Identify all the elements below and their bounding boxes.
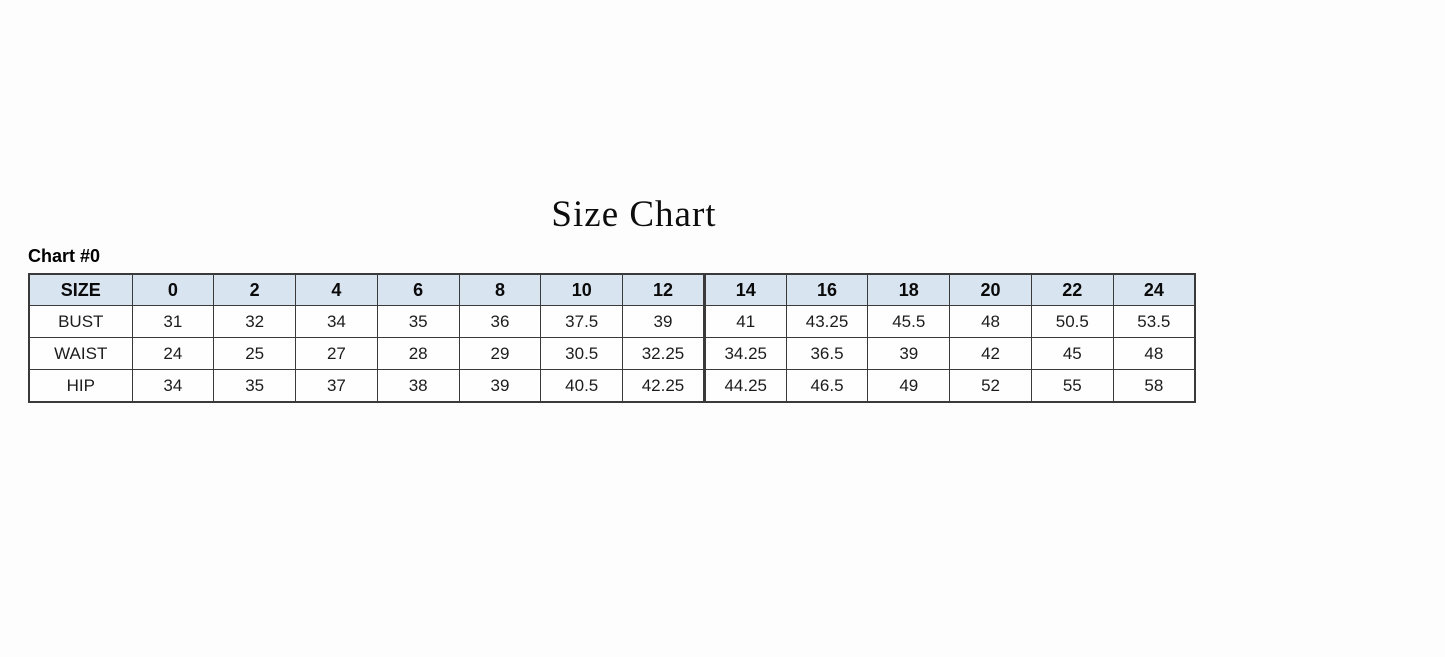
column-header-2: 2: [213, 273, 297, 306]
column-header-24: 24: [1112, 273, 1196, 306]
cell-waist-size-20: 42: [949, 337, 1032, 370]
cell-hip-size-18: 49: [867, 369, 951, 403]
row-label-bust: BUST: [28, 305, 133, 338]
column-header-10: 10: [540, 273, 624, 306]
cell-bust-size-18: 45.5: [867, 305, 951, 338]
cell-waist-size-12: 32.25: [622, 337, 705, 370]
column-header-14: 14: [702, 273, 787, 306]
cell-hip-size-8: 39: [458, 369, 542, 403]
table-header: SIZE 0 2 4 6 8 10 12 14 16 18 20 22 24: [28, 273, 1196, 306]
cell-bust-size-22: 50.5: [1030, 305, 1114, 338]
cell-waist-size-24: 48: [1112, 337, 1196, 370]
cell-hip-size-24: 58: [1112, 369, 1196, 403]
cell-waist-size-16: 36.5: [785, 337, 869, 370]
cell-bust-size-2: 32: [213, 305, 297, 338]
size-chart-table: SIZE 0 2 4 6 8 10 12 14 16 18 20 22 24 BUST 31 32 34 35 36…: [28, 273, 1196, 403]
page-container: Size Chart Chart #0 SIZE 0 2 4 6 8 10 12 14 16 18 2…: [28, 0, 1196, 403]
cell-waist-size-6: 28: [376, 337, 460, 370]
cell-bust-size-14: 41: [702, 305, 787, 338]
cell-waist-size-0: 24: [131, 337, 215, 370]
column-header-size: SIZE: [28, 273, 133, 306]
cell-hip-size-0: 34: [131, 369, 215, 403]
cell-bust-size-16: 43.25: [785, 305, 869, 338]
row-label-hip: HIP: [28, 369, 133, 403]
column-header-16: 16: [785, 273, 869, 306]
cell-hip-size-12: 42.25: [622, 369, 705, 403]
cell-waist-size-2: 25: [213, 337, 297, 370]
page-title: Size Chart: [551, 194, 717, 235]
cell-hip-size-2: 35: [213, 369, 297, 403]
cell-waist-size-8: 29: [458, 337, 542, 370]
cell-hip-size-4: 37: [295, 369, 378, 403]
chart-number-label: Chart #0: [28, 246, 101, 266]
cell-bust-size-10: 37.5: [540, 305, 624, 338]
cell-waist-size-4: 27: [295, 337, 378, 370]
column-header-6: 6: [376, 273, 460, 306]
column-header-0: 0: [131, 273, 215, 306]
cell-bust-size-4: 34: [295, 305, 378, 338]
cell-bust-size-20: 48: [949, 305, 1032, 338]
table-row-bust: BUST 31 32 34 35 36 37.5 39 41 43.25 45.5 48 50.5 53.…: [28, 305, 1196, 338]
column-header-22: 22: [1030, 273, 1114, 306]
column-header-20: 20: [949, 273, 1032, 306]
table-body: BUST 31 32 34 35 36 37.5 39 41 43.25 45.5 48 50.5 53.…: [28, 305, 1196, 403]
column-header-18: 18: [867, 273, 951, 306]
cell-waist-size-18: 39: [867, 337, 951, 370]
cell-hip-size-14: 44.25: [702, 369, 787, 403]
cell-bust-size-0: 31: [131, 305, 215, 338]
cell-hip-size-16: 46.5: [785, 369, 869, 403]
cell-bust-size-12: 39: [622, 305, 705, 338]
row-label-waist: WAIST: [28, 337, 133, 370]
table-row-waist: WAIST 24 25 27 28 29 30.5 32.25 34.25 36.5 39 42 45 4…: [28, 337, 1196, 370]
cell-hip-size-22: 55: [1030, 369, 1114, 403]
column-header-4: 4: [295, 273, 378, 306]
cell-bust-size-8: 36: [458, 305, 542, 338]
cell-hip-size-10: 40.5: [540, 369, 624, 403]
table-header-row: SIZE 0 2 4 6 8 10 12 14 16 18 20 22 24: [28, 273, 1196, 306]
column-header-12: 12: [622, 273, 705, 306]
column-header-8: 8: [458, 273, 542, 306]
cell-hip-size-20: 52: [949, 369, 1032, 403]
cell-waist-size-14: 34.25: [702, 337, 787, 370]
cell-waist-size-22: 45: [1030, 337, 1114, 370]
cell-bust-size-24: 53.5: [1112, 305, 1196, 338]
table-row-hip: HIP 34 35 37 38 39 40.5 42.25 44.25 46.5 49 52 55 58: [28, 369, 1196, 403]
cell-hip-size-6: 38: [376, 369, 460, 403]
cell-waist-size-10: 30.5: [540, 337, 624, 370]
cell-bust-size-6: 35: [376, 305, 460, 338]
